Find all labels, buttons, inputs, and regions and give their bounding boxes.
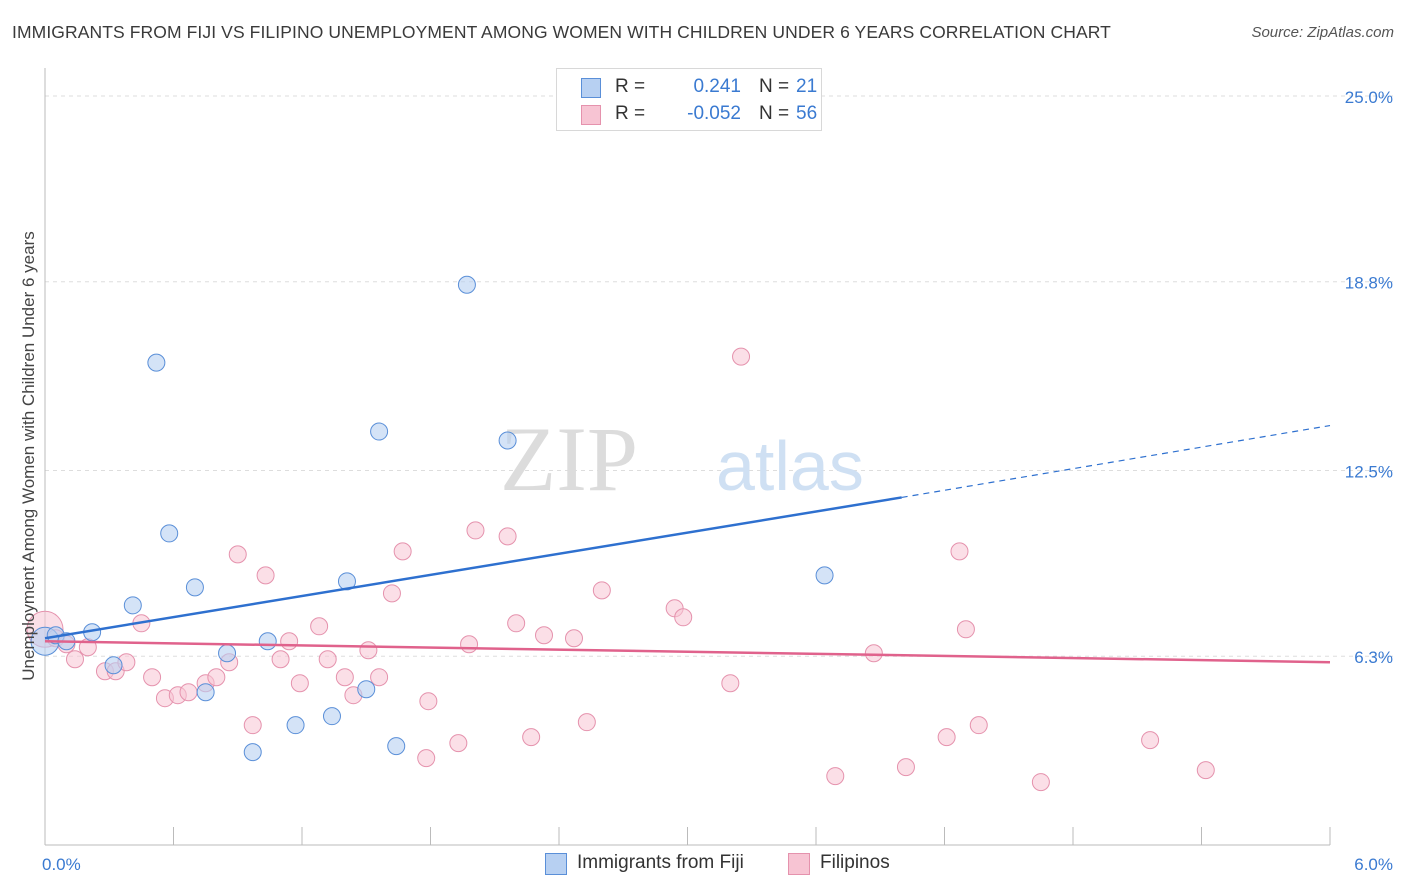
fiji-point <box>370 422 389 441</box>
filipino-point <box>179 683 198 702</box>
filipino-point <box>674 608 693 627</box>
filipino-point <box>207 668 226 687</box>
filipino-point <box>937 728 956 747</box>
filipino-trend-line <box>44 640 1331 664</box>
filipino-point <box>393 542 412 561</box>
filipino-point <box>522 728 541 747</box>
filipino-point <box>280 632 299 651</box>
legend-n-value: 21 <box>796 76 818 97</box>
watermark-zip: ZIP <box>500 408 638 510</box>
fiji-point <box>357 680 376 699</box>
fiji-point <box>218 644 237 663</box>
filipino-point <box>310 617 329 636</box>
correlation-legend: R = 0.241 N = 21 R = -0.052 N = 56 <box>556 68 822 131</box>
filipino-point <box>577 713 596 732</box>
x-tick-label: 0.0% <box>42 855 81 874</box>
legend-n-value: 56 <box>796 103 818 124</box>
filipino-point <box>969 716 988 735</box>
filipino-point <box>864 644 883 663</box>
source-label: Source: ZipAtlas.com <box>1251 24 1394 41</box>
watermark-atlas: atlas <box>716 427 864 505</box>
fiji-trend-line <box>44 496 902 640</box>
filipino-point <box>143 668 162 687</box>
filipino-point <box>460 635 479 654</box>
x-tick-label: 6.0% <box>1354 855 1393 874</box>
fiji-point <box>243 743 262 762</box>
fiji-trend-extension <box>901 424 1331 499</box>
fiji-point <box>104 656 123 675</box>
fiji-swatch <box>545 853 567 875</box>
filipino-point <box>370 668 389 687</box>
fiji-point <box>185 578 204 597</box>
fiji-point <box>286 716 305 735</box>
filipinos-swatch <box>581 105 601 125</box>
filipino-point <box>535 626 554 645</box>
filipino-point <box>896 758 915 777</box>
fiji-points <box>30 275 834 762</box>
legend-n-label: N = <box>759 103 790 124</box>
legend-r-value: -0.052 <box>687 103 741 124</box>
fiji-point <box>322 707 341 726</box>
filipino-point <box>419 692 438 711</box>
filipino-point <box>449 734 468 753</box>
axes <box>44 68 1331 846</box>
filipino-point <box>228 545 247 564</box>
y-tick-label: 12.5% <box>1345 462 1393 481</box>
fiji-swatch <box>581 78 601 98</box>
filipinos-swatch <box>788 853 810 875</box>
filipino-point <box>417 749 436 768</box>
grid-lines <box>45 95 1395 657</box>
fiji-point <box>258 632 277 651</box>
trend-lines <box>44 424 1331 664</box>
fiji-point <box>498 431 517 450</box>
filipino-point <box>507 614 526 633</box>
filipino-point <box>498 527 517 546</box>
filipino-point <box>335 668 354 687</box>
filipino-point <box>592 581 611 600</box>
filipino-point <box>256 566 275 585</box>
y-tick-label: 6.3% <box>1354 648 1393 667</box>
fiji-point <box>196 683 215 702</box>
legend-r-label: R = <box>615 76 646 97</box>
tick-labels: 6.3% 12.5% 18.8% 25.0% 0.0% 6.0% <box>42 88 1393 874</box>
filipino-point <box>318 650 337 669</box>
chart-title: IMMIGRANTS FROM FIJI VS FILIPINO UNEMPLO… <box>12 22 1111 42</box>
filipino-point <box>290 674 309 693</box>
filipino-point <box>243 716 262 735</box>
fiji-point <box>815 566 834 585</box>
fiji-point <box>457 275 476 294</box>
legend-r-label: R = <box>615 103 646 124</box>
fiji-point <box>387 737 406 756</box>
filipino-point <box>359 641 378 660</box>
fiji-point <box>160 524 179 543</box>
filipino-point <box>956 620 975 639</box>
filipino-point <box>1141 731 1160 750</box>
y-axis-label: Unemployment Among Women with Children U… <box>19 231 38 680</box>
filipino-point <box>732 347 751 366</box>
filipino-point <box>382 584 401 603</box>
filipino-point <box>950 542 969 561</box>
filipino-point <box>65 650 84 669</box>
filipino-point <box>271 650 290 669</box>
legend-label-filipinos: Filipinos <box>820 852 890 873</box>
legend-n-label: N = <box>759 76 790 97</box>
filipino-point <box>466 521 485 540</box>
filipino-point <box>826 767 845 786</box>
filipino-point <box>721 674 740 693</box>
y-tick-label: 25.0% <box>1345 88 1393 107</box>
fiji-point <box>123 596 142 615</box>
legend-r-value: 0.241 <box>693 76 741 97</box>
legend-label-fiji: Immigrants from Fiji <box>577 852 744 873</box>
filipino-point <box>564 629 583 648</box>
filipino-point <box>1031 773 1050 792</box>
filipino-point <box>1196 761 1215 780</box>
y-tick-label: 18.8% <box>1345 274 1393 293</box>
fiji-point <box>147 353 166 372</box>
